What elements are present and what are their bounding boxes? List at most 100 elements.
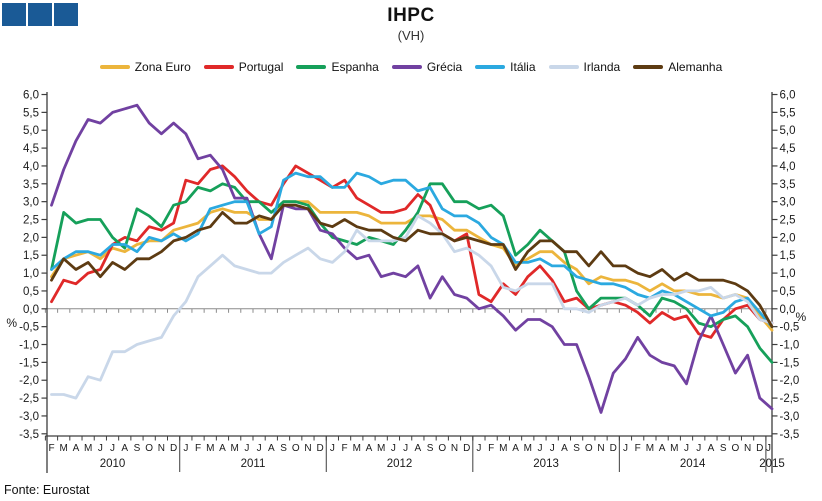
- legend-label: Espanha: [331, 60, 379, 74]
- y-tick-label-right: -1,0: [780, 340, 800, 352]
- x-month-label: J: [391, 443, 396, 454]
- y-tick-label-left: -2,5: [19, 393, 39, 405]
- legend-item-italia: Itália: [475, 60, 536, 74]
- logo: [2, 3, 78, 26]
- x-month-label: F: [195, 443, 201, 454]
- unit-label-left: %: [6, 316, 17, 330]
- x-month-label: A: [121, 443, 128, 454]
- legend-swatch-portugal: [203, 65, 234, 69]
- x-month-label: N: [744, 443, 751, 454]
- legend-item-alemanha: Alemanha: [633, 60, 722, 74]
- x-month-label: M: [377, 443, 385, 454]
- x-month-label: S: [720, 443, 727, 454]
- x-month-label: O: [145, 443, 153, 454]
- x-month-label: F: [488, 443, 494, 454]
- x-month-label: N: [158, 443, 165, 454]
- x-month-label: J: [330, 443, 335, 454]
- y-tick-label-left: -3,0: [19, 411, 39, 423]
- x-month-label: A: [659, 443, 666, 454]
- y-tick-label-left: -2,0: [19, 375, 39, 387]
- x-month-label: M: [353, 443, 361, 454]
- series-alemanha: [50, 203, 774, 329]
- x-month-label: A: [219, 443, 226, 454]
- y-tick-label-right: -2,5: [780, 393, 800, 405]
- x-month-label: A: [73, 443, 80, 454]
- x-month-label: A: [366, 443, 373, 454]
- legend-swatch-grecia: [391, 65, 422, 69]
- x-year-label: 2013: [533, 458, 559, 470]
- x-month-label: N: [451, 443, 458, 454]
- x-month-label: M: [670, 443, 678, 454]
- x-month-label: M: [60, 443, 68, 454]
- x-month-label: M: [646, 443, 654, 454]
- x-month-label: A: [268, 443, 275, 454]
- y-tick-label-left: 1,5: [23, 250, 39, 262]
- y-tick-label-right: 3,5: [780, 179, 796, 191]
- x-month-label: J: [550, 443, 555, 454]
- x-month-label: M: [206, 443, 214, 454]
- y-tick-label-left: 3,5: [23, 179, 39, 191]
- x-year-label: 2014: [680, 458, 706, 470]
- x-month-label: D: [756, 443, 763, 454]
- y-tick-label-right: -3,0: [780, 411, 800, 423]
- series-italia: [50, 171, 774, 329]
- logo-square: [54, 3, 78, 26]
- x-month-label: J: [403, 443, 408, 454]
- x-year-label: 2015: [759, 458, 785, 470]
- x-month-label: D: [610, 443, 617, 454]
- source-note: Fonte: Eurostat: [4, 483, 90, 497]
- legend-item-grecia: Grécia: [391, 60, 463, 74]
- y-tick-label-right: -1,5: [780, 357, 800, 369]
- x-month-label: O: [731, 443, 739, 454]
- y-tick-label-left: 5,0: [23, 125, 39, 137]
- legend-item-zona-euro: Zona Euro: [99, 60, 191, 74]
- series-espanha: [50, 182, 774, 364]
- logo-square: [28, 3, 52, 26]
- legend-item-irlanda: Irlanda: [548, 60, 620, 74]
- legend-label: Zona Euro: [134, 60, 191, 74]
- y-tick-label-right: -3,5: [780, 429, 800, 441]
- y-tick-label-right: 5,5: [780, 107, 796, 119]
- x-month-label: J: [537, 443, 542, 454]
- legend-swatch-alemanha: [633, 65, 664, 69]
- legend-label: Grécia: [426, 60, 463, 74]
- x-month-label: S: [134, 443, 141, 454]
- y-tick-label-right: 0,5: [780, 286, 796, 298]
- x-month-label: D: [317, 443, 324, 454]
- x-month-label: F: [48, 443, 54, 454]
- x-month-label: J: [766, 443, 771, 454]
- x-month-label: A: [708, 443, 715, 454]
- y-tick-label-left: 2,0: [23, 232, 39, 244]
- x-month-label: J: [476, 443, 481, 454]
- x-month-label: D: [170, 443, 177, 454]
- y-tick-label-left: 4,5: [23, 143, 39, 155]
- series-grecia: [50, 103, 774, 414]
- y-tick-label-right: 5,0: [780, 125, 796, 137]
- legend-item-portugal: Portugal: [203, 60, 284, 74]
- y-tick-label-left: 2,5: [23, 215, 39, 227]
- y-tick-label-right: 4,0: [780, 161, 796, 173]
- x-month-label: J: [110, 443, 115, 454]
- y-tick-label-right: 4,5: [780, 143, 796, 155]
- x-year-label: 2012: [387, 458, 413, 470]
- y-tick-label-left: 0,5: [23, 286, 39, 298]
- y-tick-label-right: 3,0: [780, 197, 796, 209]
- legend-label: Portugal: [238, 60, 284, 74]
- y-tick-label-left: 6,0: [23, 90, 39, 102]
- chart-title: IHPC: [387, 5, 435, 26]
- y-tick-label-left: 5,5: [23, 107, 39, 119]
- y-tick-label-right: 1,5: [780, 250, 796, 262]
- legend-swatch-irlanda: [548, 65, 579, 69]
- x-month-label: J: [244, 443, 249, 454]
- legend-label: Alemanha: [668, 60, 723, 74]
- y-tick-label-left: 4,0: [23, 161, 39, 173]
- y-tick-label-right: -0,5: [780, 322, 800, 334]
- y-tick-label-left: 3,0: [23, 197, 39, 209]
- x-year-label: 2010: [100, 458, 126, 470]
- legend-label: Itália: [510, 60, 536, 74]
- x-month-label: S: [280, 443, 287, 454]
- y-tick-label-right: 0,0: [780, 304, 796, 316]
- x-year-label: 2011: [241, 458, 266, 470]
- x-month-label: J: [684, 443, 689, 454]
